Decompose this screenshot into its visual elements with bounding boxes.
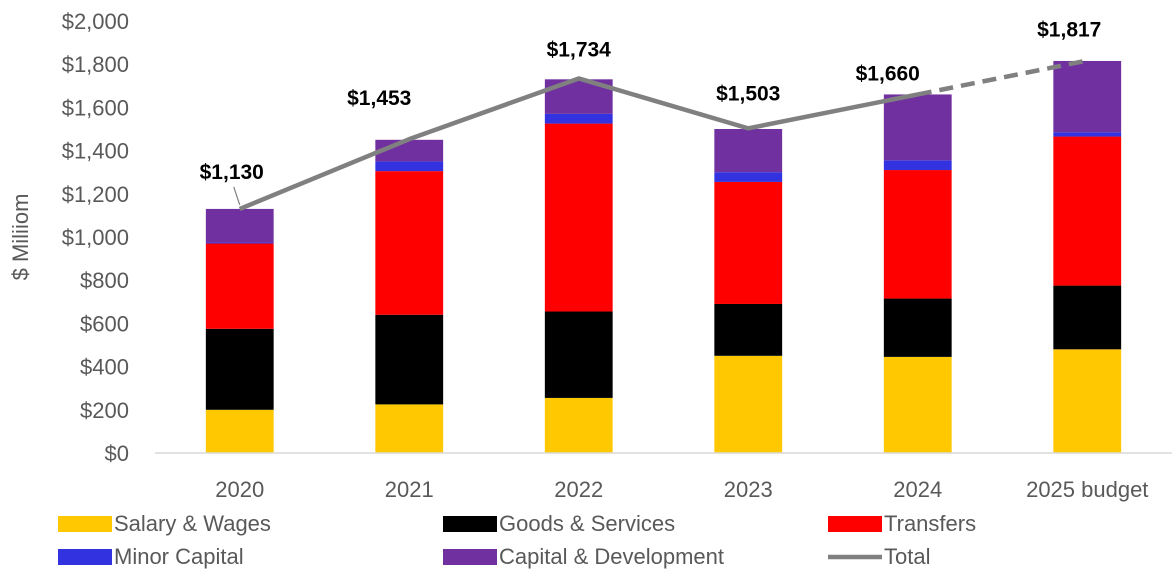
bar-segment [1053, 349, 1122, 453]
bar-segment [883, 298, 952, 357]
y-tick-label: $200 [80, 398, 129, 423]
bar-segment [205, 242, 274, 244]
total-line-solid [238, 76, 919, 212]
bar-segment [883, 170, 952, 299]
y-tick-label: $1,400 [62, 139, 129, 164]
y-axis-label: $ Miliiom [8, 194, 33, 281]
y-tick-label: $600 [80, 311, 129, 336]
total-data-label: $1,660 [856, 62, 920, 85]
x-tick-label: 2024 [893, 477, 942, 502]
bar-segment [205, 328, 274, 410]
legend-label: Total [884, 544, 930, 569]
x-tick-label: 2023 [724, 477, 773, 502]
total-labels: $1,130 $1,453 $1,734 $1,503 $1,660 $1,817 [200, 19, 1101, 206]
y-tick-label: $2,000 [62, 9, 129, 34]
y-axis-ticks: $0 $200 $400 $600 $800 $1,000 $1,200 $1,400 $1,6… [62, 9, 129, 466]
bar-segment [375, 404, 444, 453]
bar-segment [714, 181, 783, 304]
bar-segment [883, 356, 952, 453]
bar-segment [714, 355, 783, 453]
total-data-label: $1,130 [200, 161, 264, 184]
y-tick-label: $1,800 [62, 52, 129, 77]
bar-segment [714, 129, 783, 173]
bar-segment [1053, 136, 1122, 286]
total-data-label: $1,503 [716, 82, 780, 105]
total-line [238, 58, 1088, 212]
bar-segment [1053, 60, 1122, 133]
y-tick-label: $1,600 [62, 95, 129, 120]
legend-swatch [58, 516, 112, 532]
bar-segment [544, 311, 613, 398]
y-tick-label: $1,200 [62, 182, 129, 207]
bar-segment [375, 314, 444, 405]
x-tick-label: 2022 [554, 477, 603, 502]
bar-segment [544, 123, 613, 312]
legend-label: Salary & Wages [114, 511, 271, 536]
bar-segment [375, 171, 444, 315]
legend-swatch [828, 516, 882, 532]
bar-segment [205, 243, 274, 329]
bar-segment [375, 161, 444, 172]
total-data-label: $1,453 [347, 87, 411, 110]
total-data-label: $1,734 [547, 38, 612, 61]
legend: Salary & Wages Goods & Services Transfers M… [58, 511, 976, 569]
x-tick-label: 2025 budget [1026, 477, 1148, 502]
legend-label: Minor Capital [114, 544, 244, 569]
x-tick-label: 2020 [215, 477, 264, 502]
x-axis-ticks: 2020 2021 2022 2023 2024 2025 budget [215, 477, 1148, 502]
bar-segment [714, 303, 783, 356]
y-tick-label: $400 [80, 355, 129, 380]
y-tick-label: $0 [105, 441, 129, 466]
bar-segment [714, 172, 783, 182]
label-leader-line [233, 186, 241, 206]
bar-segment [544, 397, 613, 453]
bar-segment [544, 113, 613, 124]
bar-segment [205, 409, 274, 453]
legend-swatch [443, 516, 497, 532]
x-tick-label: 2021 [385, 477, 434, 502]
bar-segment [1053, 132, 1122, 137]
legend-label: Transfers [884, 511, 976, 536]
legend-swatch [443, 549, 497, 565]
legend-swatch [58, 549, 112, 565]
total-data-label: $1,817 [1037, 19, 1101, 42]
total-line-dashed [917, 58, 1088, 97]
y-tick-label: $1,000 [62, 225, 129, 250]
bar-segment [1053, 285, 1122, 350]
bar-segment [883, 94, 952, 161]
bar-segment [883, 160, 952, 171]
bars [205, 60, 1122, 453]
legend-label: Capital & Development [499, 544, 724, 569]
bar-segment [205, 208, 274, 243]
y-tick-label: $800 [80, 268, 129, 293]
legend-label: Goods & Services [499, 511, 675, 536]
